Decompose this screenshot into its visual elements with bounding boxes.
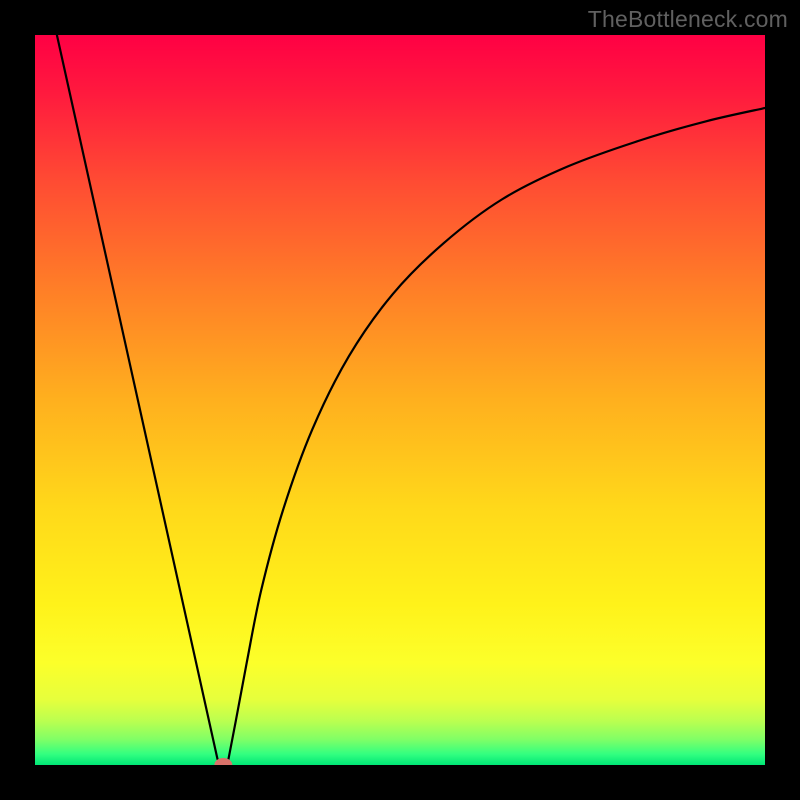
curve-layer bbox=[35, 35, 765, 765]
chart-frame: TheBottleneck.com bbox=[0, 0, 800, 800]
curve-right-segment bbox=[228, 108, 765, 759]
curve-left-segment bbox=[57, 35, 218, 759]
plot-area bbox=[35, 35, 765, 765]
watermark-text: TheBottleneck.com bbox=[588, 6, 788, 33]
